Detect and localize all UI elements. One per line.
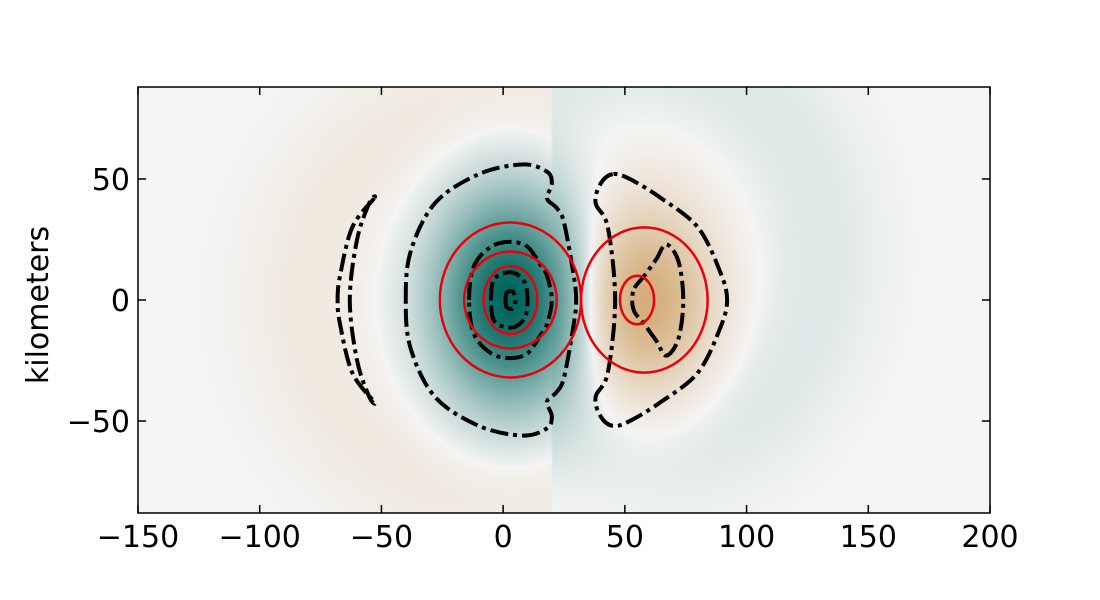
x-tick-label: 200 xyxy=(961,520,1018,555)
red-contour-5 xyxy=(618,274,656,326)
x-tick-label: 100 xyxy=(718,520,775,555)
black-contour-inner-trough-contour xyxy=(488,270,530,330)
black-contour-large-ridge-contour xyxy=(593,171,730,429)
y-tick-label: −50 xyxy=(67,405,130,440)
plot-area xyxy=(137,86,991,514)
red-contour-2 xyxy=(462,250,558,350)
red-contour-4 xyxy=(579,226,709,374)
x-tick-label: −50 xyxy=(350,520,413,555)
black-contour-core-trough-contour xyxy=(503,289,518,311)
black-contour-outer-west-arc xyxy=(335,194,377,406)
black-contour-mid-trough-contour xyxy=(467,239,554,361)
red-contour-3 xyxy=(482,264,539,336)
y-tick-label: 0 xyxy=(111,284,130,319)
black-contour-large-trough-contour xyxy=(403,162,579,438)
x-tick-label: 150 xyxy=(840,520,897,555)
y-axis-label: kilometers xyxy=(21,226,56,384)
x-tick-label: −100 xyxy=(219,520,301,555)
y-axis: −50 0 50 xyxy=(67,163,990,440)
y-tick-label: 50 xyxy=(92,163,130,198)
x-tick-label: 50 xyxy=(606,520,644,555)
x-axis: −150 −100 −50 0 50 100 150 200 xyxy=(97,87,1019,555)
contour-layer xyxy=(335,162,730,438)
x-tick-label: −150 xyxy=(97,520,179,555)
black-contour-inner-ridge-contour xyxy=(630,242,686,358)
x-tick-label: 0 xyxy=(494,520,513,555)
heatmap-field xyxy=(138,87,990,513)
